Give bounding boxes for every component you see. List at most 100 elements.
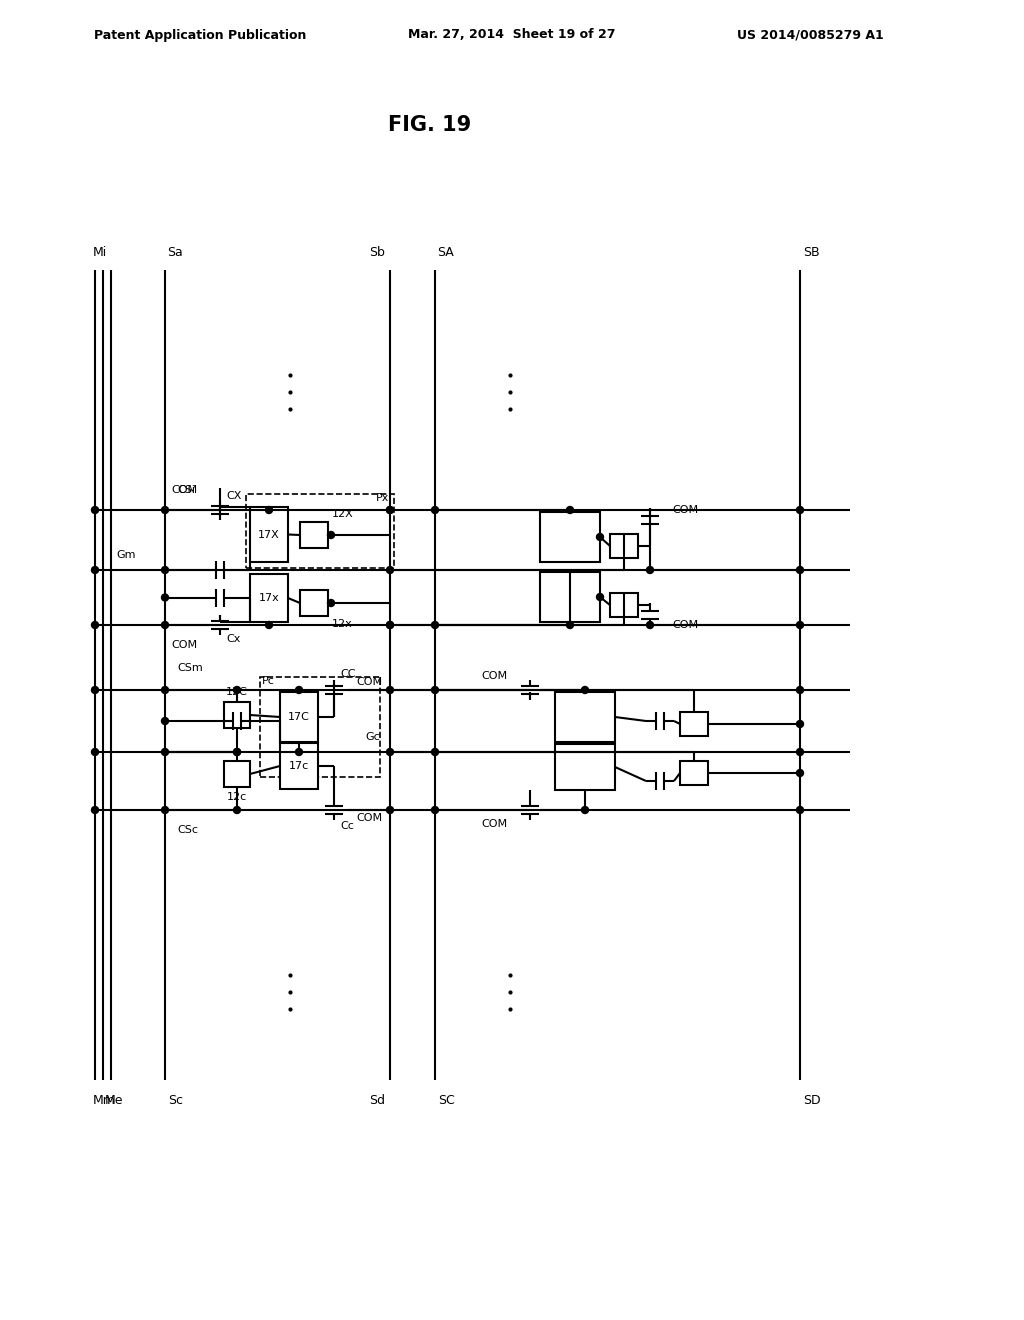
Circle shape xyxy=(431,748,438,755)
Bar xyxy=(224,762,250,787)
Bar xyxy=(555,692,615,742)
Circle shape xyxy=(597,533,603,540)
Circle shape xyxy=(386,748,393,755)
Text: Patent Application Publication: Patent Application Publication xyxy=(94,29,306,41)
Text: COM: COM xyxy=(672,506,698,515)
Text: Cc: Cc xyxy=(340,821,354,832)
Circle shape xyxy=(797,507,804,513)
Circle shape xyxy=(162,566,169,573)
Bar xyxy=(680,711,708,737)
Text: COM: COM xyxy=(672,620,698,630)
Text: Gm: Gm xyxy=(116,550,135,560)
Bar xyxy=(280,743,318,789)
Circle shape xyxy=(91,686,98,693)
Text: COM: COM xyxy=(482,671,508,681)
Circle shape xyxy=(162,718,169,725)
Text: 17x: 17x xyxy=(259,593,280,603)
Circle shape xyxy=(162,748,169,755)
Circle shape xyxy=(328,532,335,539)
Bar xyxy=(610,535,638,558)
Circle shape xyxy=(233,686,241,693)
Bar xyxy=(250,507,288,562)
Circle shape xyxy=(296,748,302,755)
Circle shape xyxy=(386,622,393,628)
Circle shape xyxy=(296,686,302,693)
Circle shape xyxy=(91,566,98,573)
Text: Me: Me xyxy=(105,1093,124,1106)
Circle shape xyxy=(386,507,393,513)
Circle shape xyxy=(386,622,393,628)
Circle shape xyxy=(646,622,653,628)
Circle shape xyxy=(162,622,169,628)
Text: Mi: Mi xyxy=(93,246,108,259)
Circle shape xyxy=(265,507,272,513)
Bar xyxy=(250,574,288,622)
Text: Gc: Gc xyxy=(366,733,380,742)
Text: Sb: Sb xyxy=(369,246,385,259)
Text: 17X: 17X xyxy=(258,529,280,540)
Circle shape xyxy=(386,566,393,573)
Text: CC: CC xyxy=(340,669,355,678)
Text: 12c: 12c xyxy=(227,792,247,803)
Circle shape xyxy=(386,507,393,513)
Text: COM: COM xyxy=(356,677,382,686)
Circle shape xyxy=(797,748,804,755)
Text: 12C: 12C xyxy=(226,686,248,697)
Circle shape xyxy=(566,622,573,628)
Circle shape xyxy=(431,807,438,813)
Circle shape xyxy=(162,686,169,693)
Text: CSc: CSc xyxy=(177,825,198,836)
Circle shape xyxy=(233,748,241,755)
Circle shape xyxy=(646,566,653,573)
Text: CSm: CSm xyxy=(177,663,203,673)
Circle shape xyxy=(566,507,573,513)
Text: SD: SD xyxy=(803,1093,820,1106)
Bar xyxy=(610,593,638,616)
Text: SA: SA xyxy=(437,246,454,259)
Bar xyxy=(300,590,328,616)
Circle shape xyxy=(582,686,589,693)
Bar xyxy=(280,692,318,742)
Text: CX: CX xyxy=(226,491,242,502)
Circle shape xyxy=(386,807,393,813)
Circle shape xyxy=(431,507,438,513)
Text: 12x: 12x xyxy=(332,619,352,630)
Circle shape xyxy=(797,807,804,813)
Text: COM: COM xyxy=(172,484,198,495)
Circle shape xyxy=(797,686,804,693)
Circle shape xyxy=(797,770,804,776)
Text: Pc: Pc xyxy=(262,676,274,686)
Circle shape xyxy=(431,622,438,628)
Circle shape xyxy=(91,622,98,628)
Circle shape xyxy=(162,594,169,601)
Text: 17C: 17C xyxy=(288,711,310,722)
Circle shape xyxy=(582,807,589,813)
Text: FIG. 19: FIG. 19 xyxy=(388,115,472,135)
Circle shape xyxy=(797,622,804,628)
Circle shape xyxy=(162,807,169,813)
Text: COM: COM xyxy=(356,813,382,822)
Text: SC: SC xyxy=(438,1093,455,1106)
Circle shape xyxy=(91,507,98,513)
Circle shape xyxy=(233,748,241,755)
Text: CSi: CSi xyxy=(177,484,195,495)
Text: Px: Px xyxy=(376,492,389,503)
Circle shape xyxy=(91,748,98,755)
Text: Cx: Cx xyxy=(226,634,241,644)
Circle shape xyxy=(431,686,438,693)
Text: 12X: 12X xyxy=(332,510,353,519)
Circle shape xyxy=(597,594,603,601)
Bar xyxy=(224,702,250,729)
Bar xyxy=(680,762,708,785)
Text: COM: COM xyxy=(172,640,198,649)
Circle shape xyxy=(328,599,335,606)
Circle shape xyxy=(162,507,169,513)
Text: US 2014/0085279 A1: US 2014/0085279 A1 xyxy=(736,29,884,41)
Text: Sd: Sd xyxy=(369,1093,385,1106)
Bar xyxy=(300,521,328,548)
Circle shape xyxy=(265,622,272,628)
Text: COM: COM xyxy=(482,818,508,829)
Circle shape xyxy=(797,721,804,727)
Text: SB: SB xyxy=(803,246,819,259)
Text: Mm: Mm xyxy=(93,1093,116,1106)
